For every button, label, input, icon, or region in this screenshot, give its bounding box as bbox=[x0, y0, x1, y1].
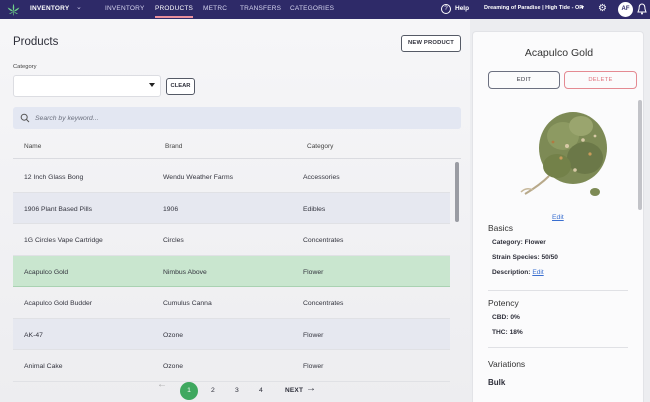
header-divider bbox=[13, 158, 461, 159]
table-row[interactable]: Acapulco Gold Budder Cumulus Canna Conce… bbox=[13, 287, 450, 319]
cell-brand: Circles bbox=[163, 237, 184, 244]
cell-name: Animal Cake bbox=[24, 363, 63, 370]
page-title: Products bbox=[13, 36, 59, 48]
brand-label[interactable]: INVENTORY bbox=[30, 5, 70, 12]
category-select[interactable] bbox=[13, 75, 161, 97]
cell-brand: Nimbus Above bbox=[163, 268, 207, 276]
store-selector[interactable]: Dreaming of Paradise | High Tide - OR bbox=[484, 5, 584, 11]
potency-title: Potency bbox=[488, 298, 519, 308]
cannabis-leaf-logo-icon[interactable] bbox=[7, 3, 20, 16]
cell-name: 1G Circles Vape Cartridge bbox=[24, 237, 103, 244]
category-value: Category: Flower bbox=[492, 239, 546, 246]
cell-name: Acapulco Gold Budder bbox=[24, 300, 93, 307]
cell-category: Flower bbox=[303, 331, 324, 339]
prev-arrow-icon[interactable]: ← bbox=[157, 379, 167, 390]
divider bbox=[488, 347, 628, 348]
column-header-brand[interactable]: Brand bbox=[165, 143, 183, 150]
cell-brand: Ozone bbox=[163, 363, 184, 370]
variations-title: Variations bbox=[488, 359, 526, 369]
detail-title: Acapulco Gold bbox=[524, 47, 594, 59]
bell-icon[interactable] bbox=[637, 3, 647, 15]
caret-down-icon bbox=[149, 83, 155, 87]
page-button-4[interactable]: 4 bbox=[259, 387, 263, 394]
caret-down-icon[interactable]: ▾ bbox=[581, 5, 585, 11]
category-label: Category bbox=[13, 64, 37, 70]
clear-button[interactable]: CLEAR bbox=[166, 78, 195, 95]
gear-icon[interactable]: ⚙ bbox=[598, 3, 607, 14]
help-icon[interactable]: ? bbox=[441, 4, 451, 14]
cell-name: AK-47 bbox=[24, 331, 43, 339]
table-row[interactable]: AK-47 Ozone Flower bbox=[13, 318, 450, 350]
cell-brand: 1906 bbox=[163, 205, 179, 213]
image-edit-link[interactable]: Edit bbox=[552, 214, 564, 221]
top-nav: INVENTORY ⌄ INVENTORY PRODUCTS METRC TRA… bbox=[0, 0, 650, 19]
product-image bbox=[520, 112, 607, 196]
page-button-3[interactable]: 3 bbox=[235, 387, 239, 394]
cbd-value: CBD: 0% bbox=[492, 314, 520, 321]
chevron-down-icon[interactable]: ⌄ bbox=[76, 4, 82, 11]
cell-category: Flower bbox=[303, 268, 324, 276]
cell-category: Accessories bbox=[303, 174, 340, 181]
table-row[interactable]: 1906 Plant Based Pills 1906 Edibles bbox=[13, 192, 450, 224]
cell-category: Concentrates bbox=[303, 300, 344, 307]
cell-brand: Ozone bbox=[163, 331, 184, 339]
search-box[interactable] bbox=[13, 107, 461, 129]
cell-category: Edibles bbox=[303, 205, 326, 213]
table-row-selected[interactable]: Acapulco Gold Nimbus Above Flower bbox=[13, 255, 450, 287]
cell-brand: Cumulus Canna bbox=[163, 300, 212, 307]
table-scrollbar[interactable] bbox=[455, 162, 459, 222]
cell-category: Concentrates bbox=[303, 237, 344, 244]
column-header-category[interactable]: Category bbox=[307, 143, 334, 150]
nav-link-metrc[interactable]: METRC bbox=[203, 5, 228, 12]
edit-button[interactable]: EDIT bbox=[488, 71, 560, 89]
cell-category: Flower bbox=[303, 363, 324, 370]
cell-name: 1906 Plant Based Pills bbox=[24, 205, 93, 213]
nav-link-categories[interactable]: CATEGORIES bbox=[290, 5, 335, 12]
thc-value: THC: 18% bbox=[492, 329, 523, 336]
delete-button[interactable]: DELETE bbox=[564, 71, 637, 89]
product-detail-panel: Acapulco Gold EDIT DELETE Edit Basics Ca… bbox=[472, 31, 644, 402]
next-arrow-icon[interactable]: → bbox=[306, 383, 316, 394]
table-row[interactable]: 1G Circles Vape Cartridge Circles Concen… bbox=[13, 224, 450, 256]
nav-link-inventory[interactable]: INVENTORY bbox=[105, 5, 145, 12]
products-table-body: 12 Inch Glass Bong Wendu Weather Farms A… bbox=[13, 161, 450, 382]
page-button-1[interactable]: 1 bbox=[180, 382, 198, 400]
column-header-name[interactable]: Name bbox=[24, 143, 42, 150]
cell-name: 12 Inch Glass Bong bbox=[24, 174, 84, 181]
cell-name: Acapulco Gold bbox=[24, 268, 69, 276]
strain-value: Strain Species: 50/50 bbox=[492, 254, 558, 261]
help-link[interactable]: Help bbox=[455, 5, 470, 12]
description-label: Description: bbox=[492, 269, 531, 276]
search-input[interactable] bbox=[35, 111, 435, 125]
search-icon bbox=[20, 113, 30, 123]
nav-link-transfers[interactable]: TRANSFERS bbox=[240, 5, 282, 12]
panel-scrollbar[interactable] bbox=[638, 100, 642, 210]
variation-item[interactable]: Bulk bbox=[488, 378, 506, 387]
nav-link-products[interactable]: PRODUCTS bbox=[155, 5, 194, 18]
cell-brand: Wendu Weather Farms bbox=[163, 174, 234, 181]
table-row[interactable]: 12 Inch Glass Bong Wendu Weather Farms A… bbox=[13, 161, 450, 193]
page-button-2[interactable]: 2 bbox=[211, 387, 215, 394]
table-row[interactable]: Animal Cake Ozone Flower bbox=[13, 350, 450, 382]
divider bbox=[488, 290, 628, 291]
next-page-button[interactable]: NEXT bbox=[285, 387, 304, 394]
description-row: Description: Edit bbox=[492, 269, 544, 276]
new-product-button[interactable]: NEW PRODUCT bbox=[401, 35, 461, 52]
description-edit-link[interactable]: Edit bbox=[532, 269, 544, 276]
products-main: Products NEW PRODUCT Category CLEAR Name… bbox=[0, 19, 470, 402]
basics-title: Basics bbox=[488, 223, 514, 233]
avatar[interactable]: AF bbox=[618, 2, 633, 17]
